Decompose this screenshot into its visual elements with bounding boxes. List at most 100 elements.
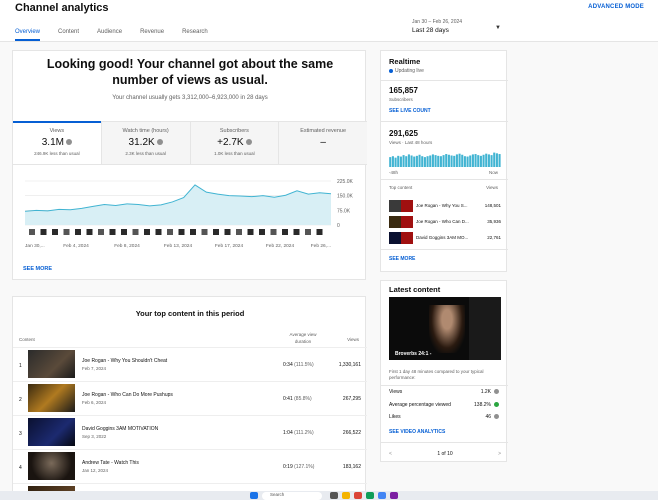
latest-description: First 1 day 48 minutes compared to your … [389, 369, 484, 380]
video-frame-right [469, 297, 501, 360]
tab-research[interactable]: Research [182, 29, 208, 35]
realtime-bar [410, 155, 413, 167]
video-thumbnail[interactable] [28, 384, 75, 412]
tab-bar: Overview Content Audience Revenue Resear… [15, 29, 226, 41]
video-marker-icon[interactable] [236, 229, 242, 235]
see-video-analytics-link[interactable]: SEE VIDEO ANALYTICS [389, 429, 446, 435]
realtime-bar [399, 156, 402, 167]
realtime-bar [463, 156, 466, 167]
advanced-mode-button[interactable]: ADVANCED MODE [588, 4, 644, 10]
video-marker-icon[interactable] [98, 229, 104, 235]
metric-value-text: +2.7K [217, 137, 244, 148]
subscriber-label: Subscribers [389, 97, 413, 102]
video-title[interactable]: David Goggins 3AM MOTIVATION [82, 426, 159, 432]
realtime-bar [447, 154, 450, 167]
list-item[interactable]: Joe Rogan - Why You S... 148,501 [389, 200, 501, 212]
explorer-icon[interactable] [342, 492, 350, 499]
metric-value-text: 31.2K [128, 137, 155, 148]
taskbar-search[interactable]: Search [262, 492, 322, 500]
video-marker-icon[interactable] [305, 229, 311, 235]
check-icon [156, 139, 163, 146]
video-date: Feb 7, 2024 [82, 366, 107, 371]
video-marker-icon[interactable] [270, 229, 277, 235]
video-marker-icon[interactable] [121, 229, 127, 235]
x-tick-label: Feb 13, 2024 [164, 243, 193, 249]
video-thumbnail [389, 216, 413, 228]
realtime-bar [437, 155, 440, 167]
table-row[interactable]: 4 Andrew Tate - Watch This Jan 12, 2024 … [13, 449, 367, 483]
see-more-link[interactable]: SEE MORE [23, 266, 53, 272]
subscriber-count: 165,857 [389, 86, 418, 95]
metric-watch-time[interactable]: Watch time (hours) 31.2K 2.3K less than … [101, 122, 191, 164]
video-marker-icon[interactable] [316, 229, 323, 235]
views-value: 1,330,161 [338, 362, 361, 368]
see-live-count-link[interactable]: SEE LIVE COUNT [389, 108, 431, 114]
app-icon[interactable] [390, 492, 398, 499]
tab-content[interactable]: Content [58, 29, 80, 35]
video-marker-icon[interactable] [201, 229, 208, 235]
video-marker-icon[interactable] [63, 229, 70, 235]
views-chart: 225.0K 150.0K 75.0K 0 Jan 30,... Feb 4, 2024 F… [24, 179, 354, 249]
video-thumbnail[interactable] [28, 350, 75, 378]
divider [381, 80, 508, 81]
metric-revenue[interactable]: Estimated revenue – [279, 122, 367, 164]
table-row[interactable]: 3 David Goggins 3AM MOTIVATION Sep 3, 20… [13, 415, 367, 449]
video-marker-icon[interactable] [178, 229, 185, 235]
dropdown-arrow-icon[interactable]: ▼ [495, 25, 501, 31]
realtime-bar [439, 156, 442, 167]
taskview-icon[interactable] [330, 492, 338, 499]
metric-views[interactable]: Views 3.1M 246.9K less than usual [13, 121, 102, 164]
date-range-picker[interactable]: Jan 30 – Feb 26, 2024 Last 28 days [412, 19, 462, 34]
tab-revenue[interactable]: Revenue [140, 29, 165, 35]
chrome-icon[interactable] [354, 492, 362, 499]
x-tick-label: Feb 8, 2024 [114, 243, 140, 249]
video-marker-icon[interactable] [52, 229, 58, 235]
video-marker-icon[interactable] [86, 229, 93, 235]
chevron-left-icon[interactable]: < [389, 451, 392, 457]
list-item[interactable]: David Goggins 3AM MO... 22,761 [389, 232, 501, 244]
realtime-bar [418, 154, 421, 167]
realtime-bar [477, 155, 480, 167]
video-thumbnail[interactable] [28, 418, 75, 446]
table-row[interactable]: 1 Joe Rogan - Why You Shouldn't Cheat Fe… [13, 347, 367, 381]
metric-label: Subscribers [219, 128, 249, 134]
video-marker-icon[interactable] [144, 229, 150, 235]
video-title[interactable]: Joe Rogan - Who Can Do More Pushups [82, 392, 173, 398]
y-tick-label: 150.0K [337, 194, 354, 200]
video-marker-icon[interactable] [40, 229, 47, 235]
realtime-bar [434, 155, 437, 167]
tab-overview[interactable]: Overview [15, 29, 41, 41]
stat-value: 1.2K [480, 389, 491, 395]
video-title[interactable]: Joe Rogan - Why You Shouldn't Cheat [82, 358, 168, 364]
video-marker-icon[interactable] [132, 229, 139, 235]
video-marker-icon[interactable] [167, 229, 173, 235]
metric-subscribers[interactable]: Subscribers +2.7K 1.0K less than usual [190, 122, 280, 164]
realtime-bar [413, 156, 416, 167]
app-icon[interactable] [366, 492, 374, 499]
video-marker-icon[interactable] [247, 229, 254, 235]
tab-audience[interactable]: Audience [97, 29, 123, 35]
list-item[interactable]: Joe Rogan - Who Can D... 35,936 [389, 216, 501, 228]
video-thumbnail[interactable] [28, 452, 75, 480]
chevron-right-icon[interactable]: > [498, 451, 501, 457]
video-title[interactable]: Andrew Tate - Watch This [82, 460, 139, 466]
video-marker-icon[interactable] [213, 229, 219, 235]
video-preview[interactable]: Broverbs 24:1 - [389, 297, 501, 360]
video-marker-icon[interactable] [259, 229, 265, 235]
latest-content-card: Latest content Broverbs 24:1 - First 1 d… [380, 280, 508, 462]
video-marker-icon[interactable] [29, 229, 35, 235]
windows-start-icon[interactable] [250, 492, 258, 499]
video-marker-icon[interactable] [109, 229, 116, 235]
video-marker-icon[interactable] [155, 229, 162, 235]
app-icon[interactable] [378, 492, 386, 499]
views-value: 267,295 [342, 396, 361, 402]
video-marker-icon[interactable] [224, 229, 231, 235]
views-col-label: Views [486, 185, 498, 190]
video-marker-icon[interactable] [293, 229, 300, 235]
video-marker-icon[interactable] [190, 229, 196, 235]
video-marker-icon[interactable] [75, 229, 81, 235]
metric-label: Watch time (hours) [122, 128, 169, 134]
video-marker-icon[interactable] [282, 229, 288, 235]
see-more-link[interactable]: SEE MORE [389, 256, 416, 262]
table-row[interactable]: 2 Joe Rogan - Who Can Do More Pushups Fe… [13, 381, 367, 415]
